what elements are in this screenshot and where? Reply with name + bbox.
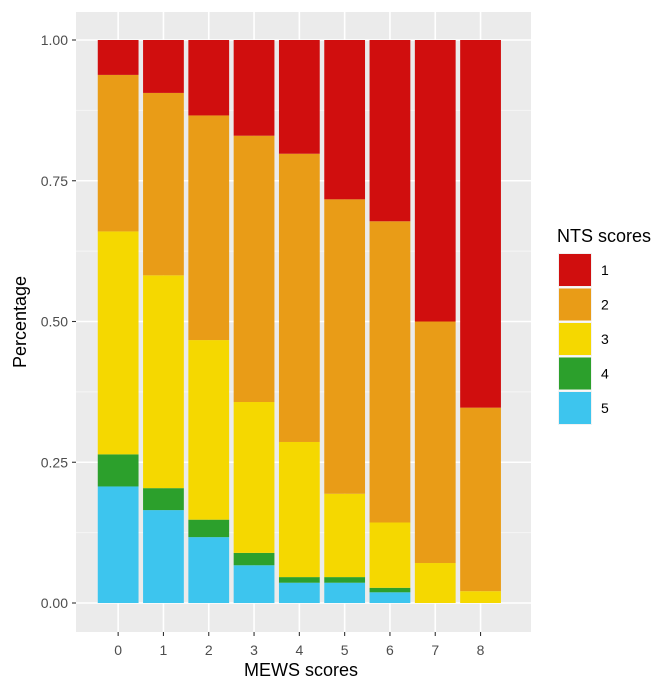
x-tick-label: 8 [477, 642, 485, 658]
bar-segment [369, 40, 411, 222]
x-tick-label: 3 [250, 642, 258, 658]
y-tick-label: 0.00 [41, 595, 68, 611]
bar-segment [460, 40, 501, 408]
x-axis: 0 1 2 3 4 5 6 7 8 [114, 632, 485, 658]
y-tick-label: 0.25 [41, 454, 68, 470]
y-tick-label: 1.00 [41, 32, 68, 48]
bar-segment [143, 488, 184, 511]
x-tick-label: 6 [386, 642, 394, 658]
x-tick-label: 7 [431, 642, 439, 658]
legend-label: 5 [601, 400, 609, 416]
bar-segment [324, 199, 366, 494]
x-tick-label: 0 [114, 642, 122, 658]
bar-segment [278, 40, 320, 154]
legend-key [559, 323, 591, 355]
y-axis-title: Percentage [10, 276, 30, 368]
legend-key [559, 392, 591, 424]
bar-segment [278, 577, 320, 583]
bar-segment [97, 486, 139, 603]
legend-label: 4 [601, 366, 609, 382]
legend-label: 2 [601, 297, 609, 313]
bar-segment [324, 40, 366, 200]
bar-segment [188, 40, 230, 116]
bar-segment [143, 40, 184, 93]
legend-key [559, 254, 591, 286]
bar-segment [414, 40, 456, 322]
bar-segment [324, 493, 366, 578]
bar-segment [143, 510, 184, 603]
bar-segment [143, 275, 184, 489]
bar-segment [278, 153, 320, 442]
bar-segment [278, 441, 320, 578]
bar-segment [97, 231, 139, 455]
bar-segment [188, 519, 230, 538]
bar-segment [188, 537, 230, 603]
bar-segment [188, 115, 230, 341]
legend-title: NTS scores [557, 226, 651, 246]
bar-segment [369, 587, 411, 593]
legend-label: 1 [601, 262, 609, 278]
bar-segment [233, 40, 275, 136]
bar-segment [233, 565, 275, 603]
bar-segment [324, 582, 366, 603]
bar-segment [324, 577, 366, 583]
bar-segment [414, 563, 456, 603]
bar-segment [233, 135, 275, 403]
bar-segment [97, 40, 139, 75]
x-tick-label: 5 [341, 642, 349, 658]
bar-segment [97, 74, 139, 232]
y-tick-label: 0.75 [41, 173, 68, 189]
bar-segment [97, 454, 139, 487]
legend-label: 3 [601, 331, 609, 347]
x-tick-label: 2 [205, 642, 213, 658]
legend: NTS scores 1 2 3 4 5 [557, 226, 651, 425]
bar-segment [369, 592, 411, 603]
y-tick-label: 0.50 [41, 314, 68, 330]
x-tick-label: 1 [160, 642, 168, 658]
bars [97, 40, 501, 603]
bar-segment [460, 407, 501, 592]
bar-segment [460, 591, 501, 603]
bar-segment [369, 221, 411, 523]
x-tick-label: 4 [295, 642, 303, 658]
legend-key [559, 357, 591, 390]
legend-key [559, 288, 591, 321]
bar-segment [188, 340, 230, 520]
x-axis-title: MEWS scores [244, 660, 358, 680]
bar-segment [143, 92, 184, 276]
bar-segment [233, 552, 275, 566]
bar-segment [233, 402, 275, 553]
legend-items: 1 2 3 4 5 [558, 253, 609, 425]
bar-segment [414, 321, 456, 564]
bar-segment [369, 522, 411, 588]
bar-segment [278, 582, 320, 603]
y-axis: 0.00 0.25 0.50 0.75 1.00 [41, 32, 76, 611]
